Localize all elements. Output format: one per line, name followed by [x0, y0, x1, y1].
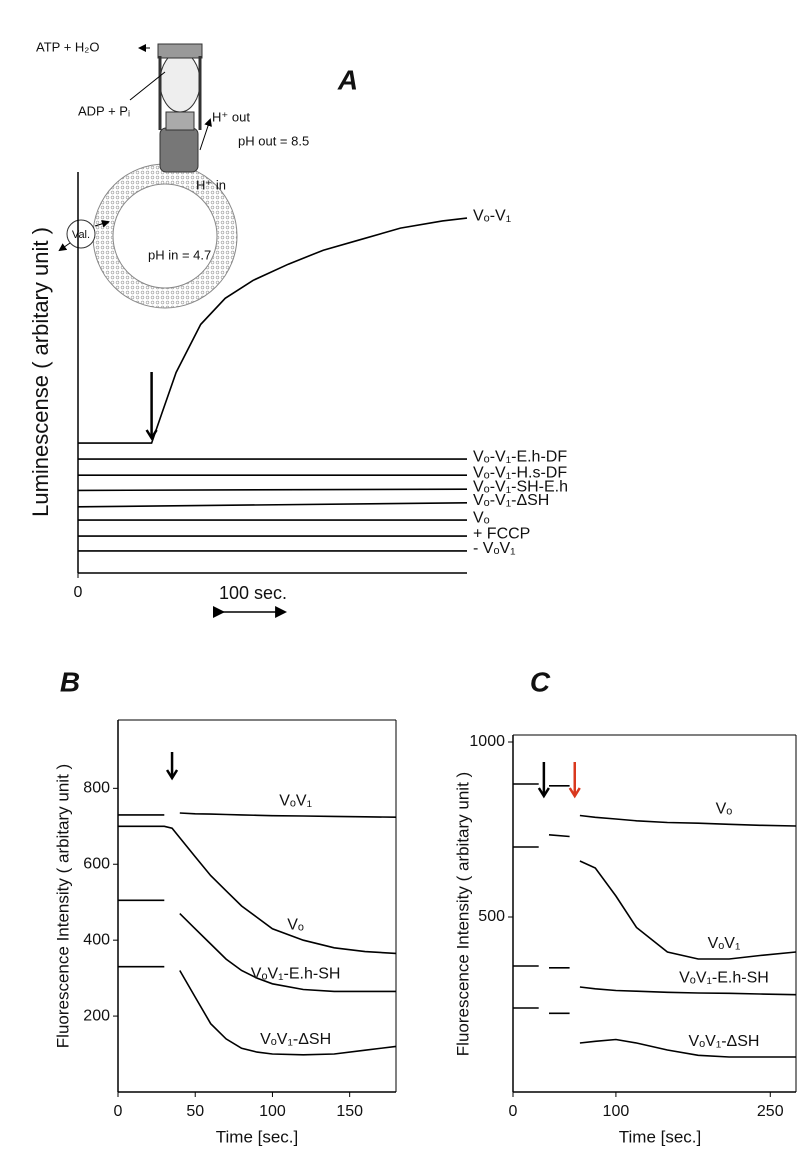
x-tick-label: 100 — [259, 1103, 286, 1120]
chart-title: C — [530, 666, 551, 697]
series-line — [118, 812, 397, 818]
series-line — [118, 965, 397, 1056]
annotation: ADP + Pᵢ — [78, 103, 130, 118]
membrane-inner — [112, 183, 218, 289]
annotation: H⁺ in — [196, 177, 226, 192]
valinomycin — [66, 219, 96, 249]
series-label: Vₒ — [716, 800, 733, 817]
y-tick-label: 600 — [83, 855, 110, 872]
arrow — [199, 118, 212, 151]
y-axis-label: Fluorescence Intensity ( arbitary unit ) — [453, 772, 472, 1056]
series-label: - VₒV₁ — [473, 540, 516, 557]
annotation: pH out = 8.5 — [238, 133, 309, 148]
x-axis-label: Time [sec.] — [619, 1127, 702, 1146]
annotation: Val. — [72, 229, 90, 241]
v1-domain — [159, 51, 201, 113]
v1-top — [157, 43, 203, 59]
membrane — [93, 164, 237, 308]
series-label: Vₒ — [473, 509, 490, 526]
annotation: H⁺ out — [212, 109, 250, 124]
series-label: VₒV₁ — [708, 935, 741, 952]
y-tick-label: 200 — [83, 1007, 110, 1024]
y-axis-label: Fluorescence Intensity ( arbitary unit ) — [53, 764, 72, 1048]
x-tick-label: 250 — [757, 1103, 784, 1120]
x-tick-label: 150 — [336, 1103, 363, 1120]
x-axis-label: Time [sec.] — [216, 1127, 299, 1146]
x-tick-label: 50 — [186, 1103, 204, 1120]
series-line — [118, 825, 397, 955]
annotation: pH in = 4.7 — [148, 247, 211, 262]
series-line — [77, 502, 468, 508]
series-label: Vₒ-V₁-E.h-DF — [473, 448, 567, 465]
annotation: ATP + H₂O — [36, 39, 99, 54]
addition-arrow-head — [537, 787, 550, 799]
x-tick-label: 0 — [509, 1103, 518, 1120]
series-label: VₒV₁-ΔSH — [260, 1031, 331, 1048]
vo-domain — [159, 127, 199, 173]
series-line — [513, 834, 797, 960]
series-line — [513, 965, 797, 996]
vesicle-diagram: ATP + H₂O ADP + Pᵢ H⁺ out pH out = 8.5 H… — [36, 39, 309, 309]
series-line — [118, 899, 396, 993]
series-line — [513, 1007, 796, 1058]
stalk — [165, 111, 195, 131]
series-label: Vₒ-V₁-H.s-DF — [473, 464, 567, 481]
y-tick-label: 800 — [83, 780, 110, 797]
arrow — [58, 242, 71, 252]
series-label: VₒV₁ — [279, 792, 312, 809]
series-label: Vₒ-V₁-SH-E.h — [473, 478, 568, 495]
series-line — [77, 488, 468, 492]
series-label: Vₒ-V₁-ΔSH — [473, 492, 549, 509]
chart-title: A — [337, 64, 358, 95]
addition-arrow-head — [165, 769, 179, 781]
series-label: Vₒ — [287, 916, 304, 933]
addition-arrow-head — [568, 787, 581, 799]
y-axis-label: Luminescense ( arbitary unit ) — [28, 227, 53, 517]
series-label: VₒV₁-ΔSH — [688, 1033, 759, 1050]
series-label: VₒV₁-E.h-SH — [251, 966, 341, 983]
y-tick-label: 400 — [83, 931, 110, 948]
series-label: + FCCP — [473, 525, 530, 542]
chart-title: B — [60, 666, 80, 697]
x-tick-label: 0 — [114, 1103, 123, 1120]
x-tick-label: 0 — [74, 584, 83, 601]
scale-bar-label: 100 sec. — [219, 583, 287, 603]
series-label: Vₒ-V₁ — [473, 207, 511, 224]
y-tick-label: 500 — [478, 908, 505, 925]
arrow — [94, 219, 110, 228]
series-label: VₒV₁-E.h-SH — [679, 970, 769, 987]
y-tick-label: 1000 — [469, 733, 505, 750]
series-line — [513, 783, 797, 827]
x-tick-label: 100 — [603, 1103, 630, 1120]
series-line — [78, 217, 468, 444]
arrow — [129, 71, 166, 101]
